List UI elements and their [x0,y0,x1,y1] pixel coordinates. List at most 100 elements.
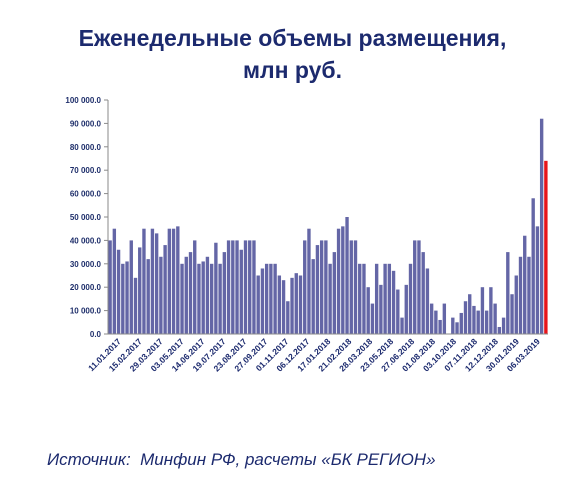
bar [205,256,210,334]
bar [413,240,417,334]
bar [222,252,227,334]
bar [231,240,235,334]
bar [150,228,155,334]
bar [476,310,480,334]
bar [243,240,248,334]
y-tick-label: 70 000.0 [70,166,102,175]
bar [315,245,320,334]
bar [176,226,180,334]
bar [108,240,112,334]
bar [451,317,455,334]
bar [324,240,328,334]
bar [125,261,129,334]
bar [387,263,392,334]
bar [400,317,404,334]
y-tick-label: 30 000.0 [70,260,102,269]
y-tick-label: 10 000.0 [70,307,102,316]
bar [239,249,243,334]
bar [188,252,193,334]
bar [408,263,413,334]
bar [214,242,218,334]
bar [383,263,387,334]
bar [235,240,239,334]
bar [252,240,256,334]
bar [180,263,184,334]
bar [514,275,518,334]
bar [328,263,332,334]
bar [311,259,315,334]
bar [286,301,290,334]
bar [501,317,506,334]
y-tick-label: 100 000.0 [65,96,101,105]
bar [154,233,159,334]
bar-highlight [544,160,548,334]
bar [248,240,252,334]
bar [159,256,163,334]
bar [116,249,121,334]
bar [468,294,472,334]
y-tick-label: 0.0 [90,330,102,339]
bar [171,228,176,334]
bar [421,252,425,334]
bar [417,240,421,334]
bar [434,310,438,334]
bar [142,228,146,334]
bar [370,303,375,334]
bar [209,263,214,334]
bar [531,198,535,334]
bar [404,284,408,334]
bar [366,287,370,334]
bar [472,305,476,334]
bar [358,263,362,334]
bar [290,277,294,334]
bar [273,263,277,334]
bar [133,277,138,334]
bar [379,284,383,334]
bar [121,263,125,334]
bar [497,326,502,334]
bar [129,240,133,334]
bar [307,228,311,334]
bar [167,228,172,334]
bar [163,245,167,334]
bar [112,228,117,334]
bar [349,240,353,334]
bar [484,310,489,334]
bar [269,263,273,334]
bar [493,303,497,334]
bar [429,303,434,334]
bar [374,263,379,334]
y-ticks-group: 0.0 10 000.0 20 000.0 30 000.0 40 000.0 50 00… [65,96,108,339]
bar [523,235,527,334]
y-tick-label: 20 000.0 [70,283,102,292]
bar [463,301,468,334]
bar [480,287,485,334]
bar [256,275,260,334]
bar [535,226,540,334]
bar [396,289,400,334]
chart-title-line1: Еженедельные объемы размещения, [78,25,507,51]
bar [260,268,265,334]
source-note: Источник: Минфин РФ, расчеты «БК РЕГИОН» [47,450,436,469]
y-tick-label: 50 000.0 [70,213,102,222]
bar [184,256,188,334]
bar [197,263,201,334]
x-ticks-group: 11.01.201715.02.201729.03.201703.05.2017… [86,336,542,373]
y-tick-label: 60 000.0 [70,190,102,199]
bar-chart: 0.0 10 000.0 20 000.0 30 000.0 40 000.0 50 00… [65,96,548,373]
bar [281,280,286,334]
y-tick-label: 40 000.0 [70,236,102,245]
bar [218,263,222,334]
bar [138,247,142,334]
bar [527,256,531,334]
bar [442,303,447,334]
y-tick-label: 80 000.0 [70,143,102,152]
bar [345,217,349,334]
bar [319,240,324,334]
bar [193,240,197,334]
bar [489,287,493,334]
bar [303,240,307,334]
bar [277,275,282,334]
bar [459,312,463,334]
